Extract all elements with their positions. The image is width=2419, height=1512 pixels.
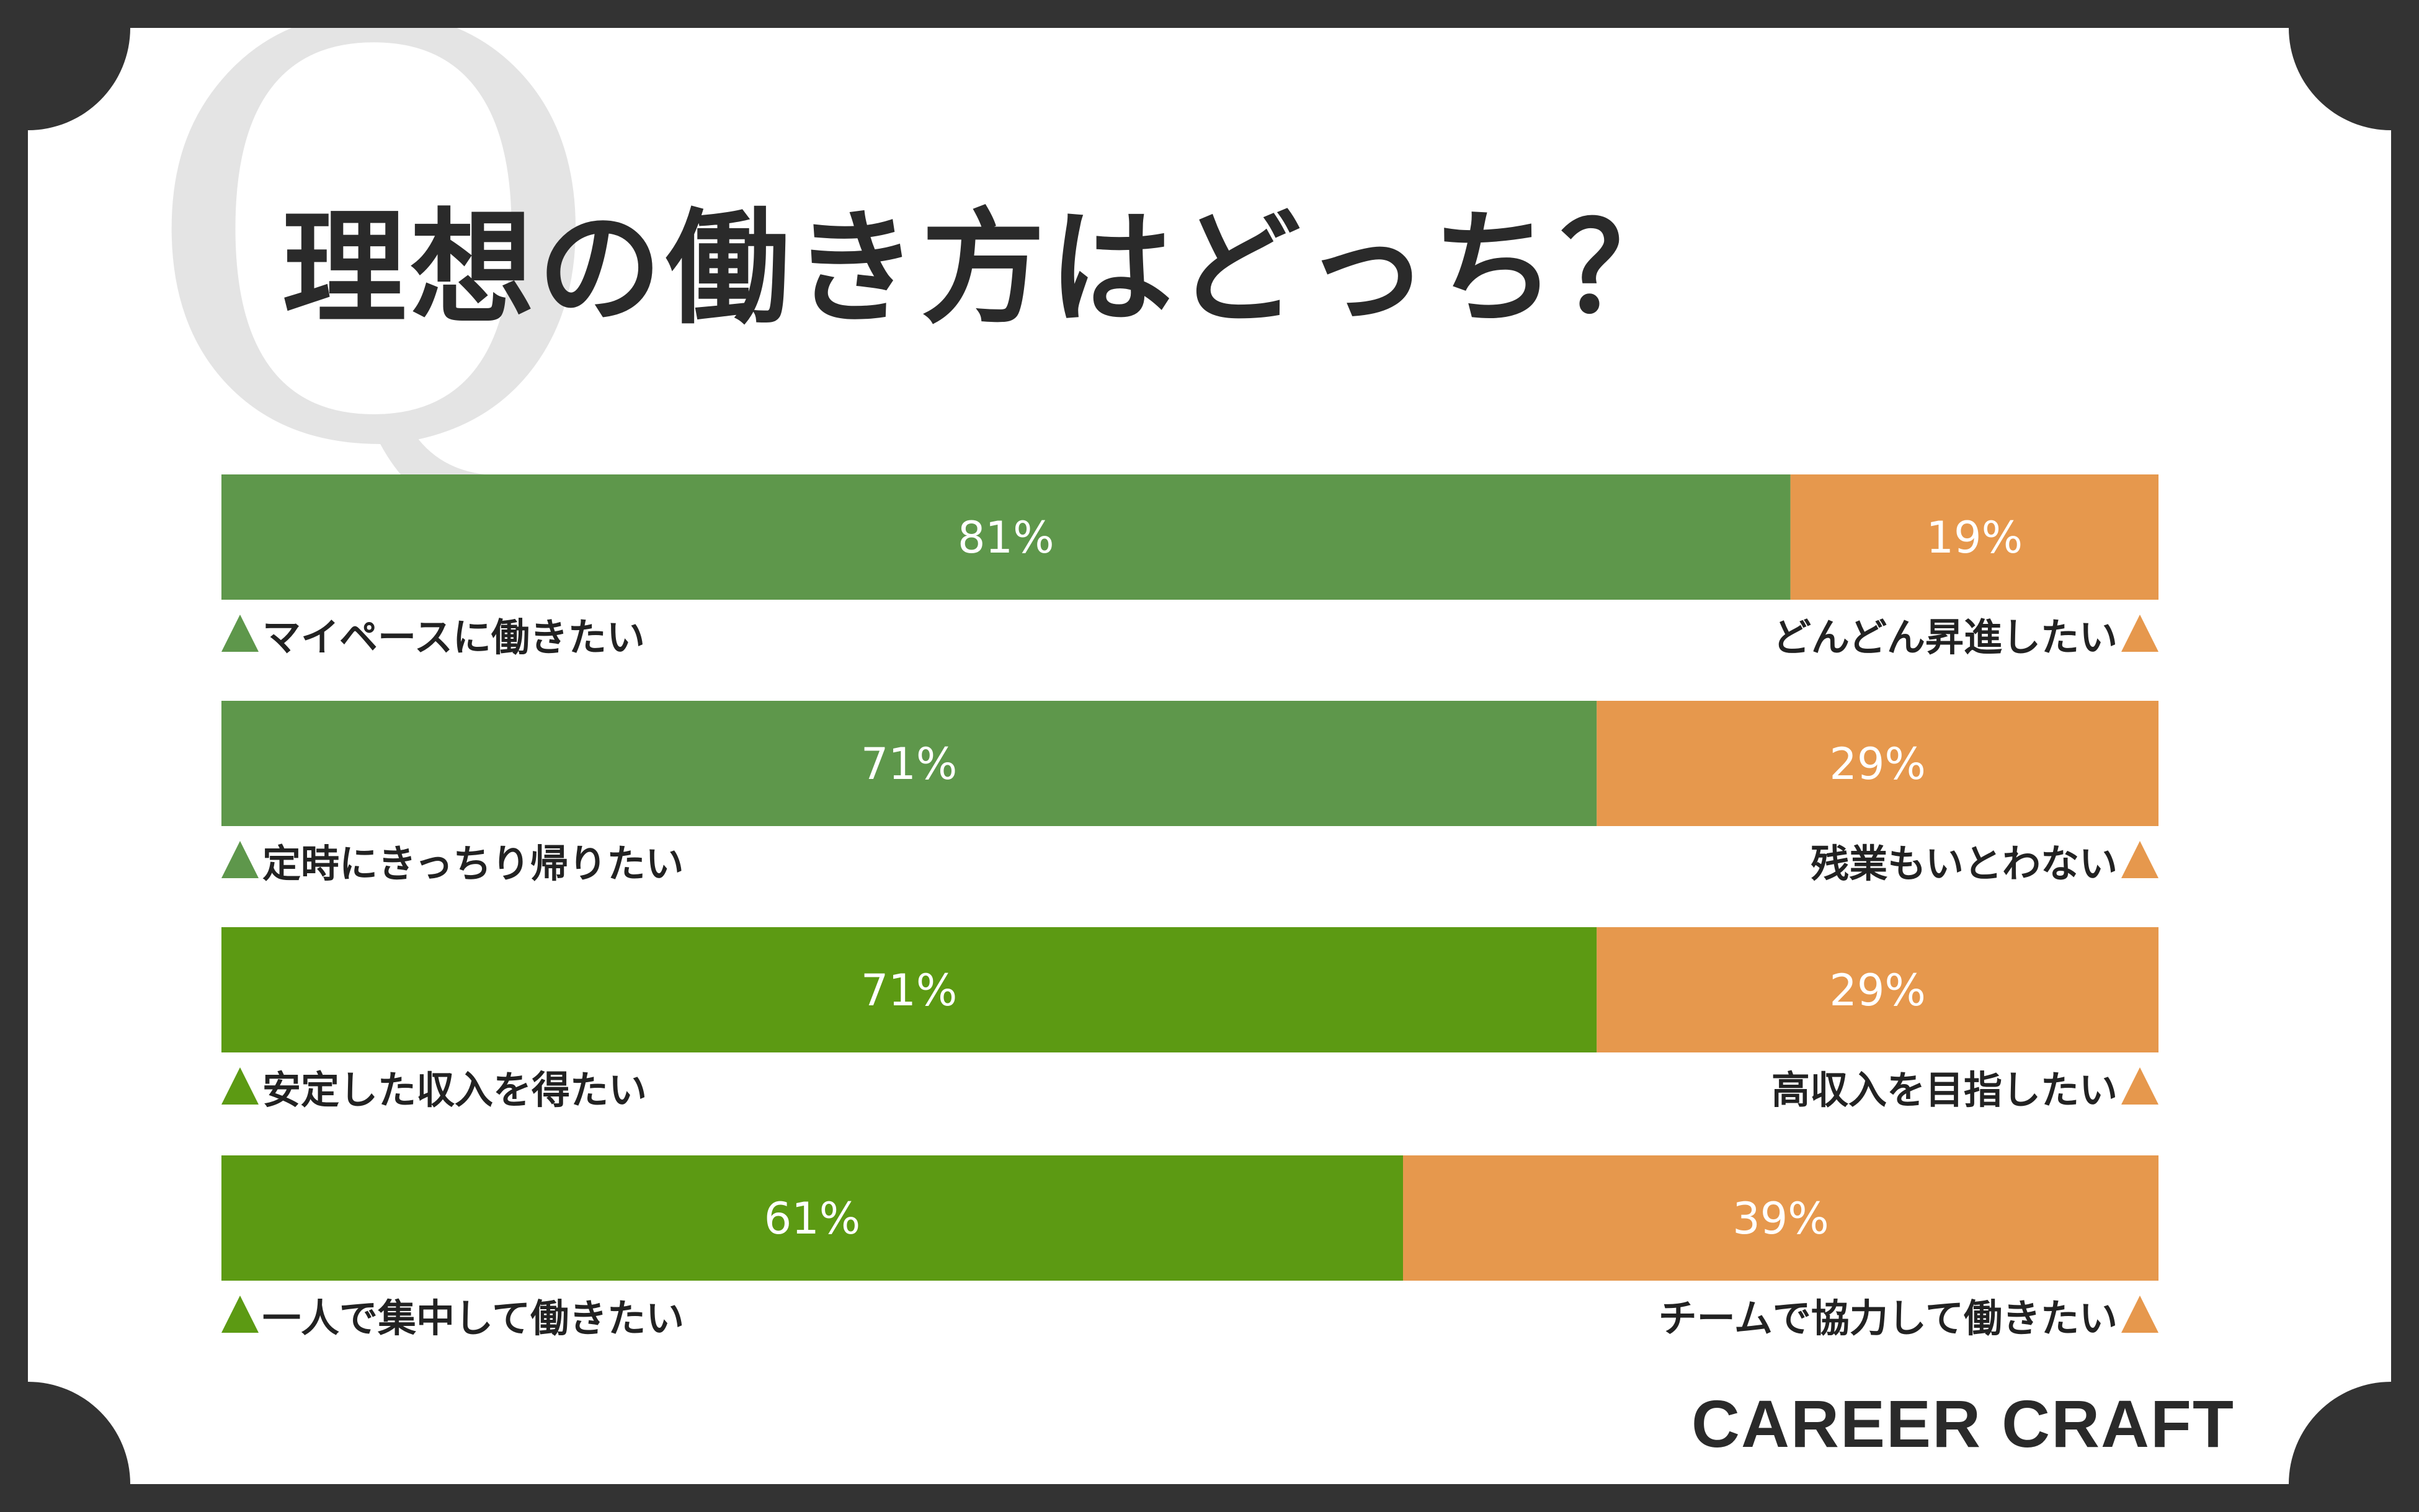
bar-left-value: 71% bbox=[861, 739, 958, 789]
bar-left-segment bbox=[221, 1155, 1404, 1281]
left-triangle-marker bbox=[221, 1067, 259, 1105]
stacked-bar-chart: 81% 19% マイペースに働きたい どんどん昇進したい 71% 29% 定時にきっちり帰り… bbox=[221, 474, 2158, 1341]
bar-left-segment bbox=[221, 474, 1791, 600]
right-option-label: 高収入を目指したい bbox=[1771, 1067, 2118, 1113]
right-triangle-marker bbox=[2121, 615, 2158, 652]
right-option-label: 残業もいとわない bbox=[1811, 841, 2118, 886]
bar-left-segment bbox=[221, 701, 1597, 826]
left-triangle-marker bbox=[221, 1296, 259, 1333]
bar-right-value: 19% bbox=[1927, 512, 2023, 563]
bar-right-value: 29% bbox=[1829, 965, 1926, 1016]
left-option-label: 定時にきっちり帰りたい bbox=[262, 841, 684, 886]
bar-left-value: 81% bbox=[958, 512, 1054, 563]
bar-right-segment bbox=[1403, 1155, 2158, 1281]
survey-card: Q 理想の働き方はどっち？ 81% 19% マイペースに働きたい どんどん昇進したい 7… bbox=[28, 28, 2391, 1484]
left-option-label: 一人で集中して働きたい bbox=[262, 1296, 684, 1341]
page-title: 理想の働き方はどっち？ bbox=[282, 197, 1688, 341]
bar-left-segment bbox=[221, 927, 1597, 1052]
left-triangle-marker bbox=[221, 841, 259, 878]
right-option-label: どんどん昇進したい bbox=[1773, 615, 2118, 660]
left-option-label: 安定した収入を得たい bbox=[262, 1067, 647, 1113]
brand-logo: CAREER CRAFT bbox=[1691, 1386, 2235, 1461]
right-triangle-marker bbox=[2121, 1296, 2158, 1333]
bar-left-value: 71% bbox=[861, 965, 958, 1016]
bar-right-value: 39% bbox=[1732, 1193, 1829, 1244]
bar-right-segment bbox=[1790, 474, 2158, 600]
left-triangle-marker bbox=[221, 615, 259, 652]
left-option-label: マイペースに働きたい bbox=[262, 615, 645, 660]
bar-right-segment bbox=[1597, 927, 2158, 1052]
right-option-label: チームで協力して働きたい bbox=[1659, 1296, 2118, 1341]
bar-right-segment bbox=[1597, 701, 2158, 826]
bar-right-value: 29% bbox=[1829, 739, 1926, 789]
bar-left-value: 61% bbox=[764, 1193, 861, 1244]
right-triangle-marker bbox=[2121, 1067, 2158, 1105]
right-triangle-marker bbox=[2121, 841, 2158, 878]
question-watermark: Q bbox=[140, 28, 608, 571]
